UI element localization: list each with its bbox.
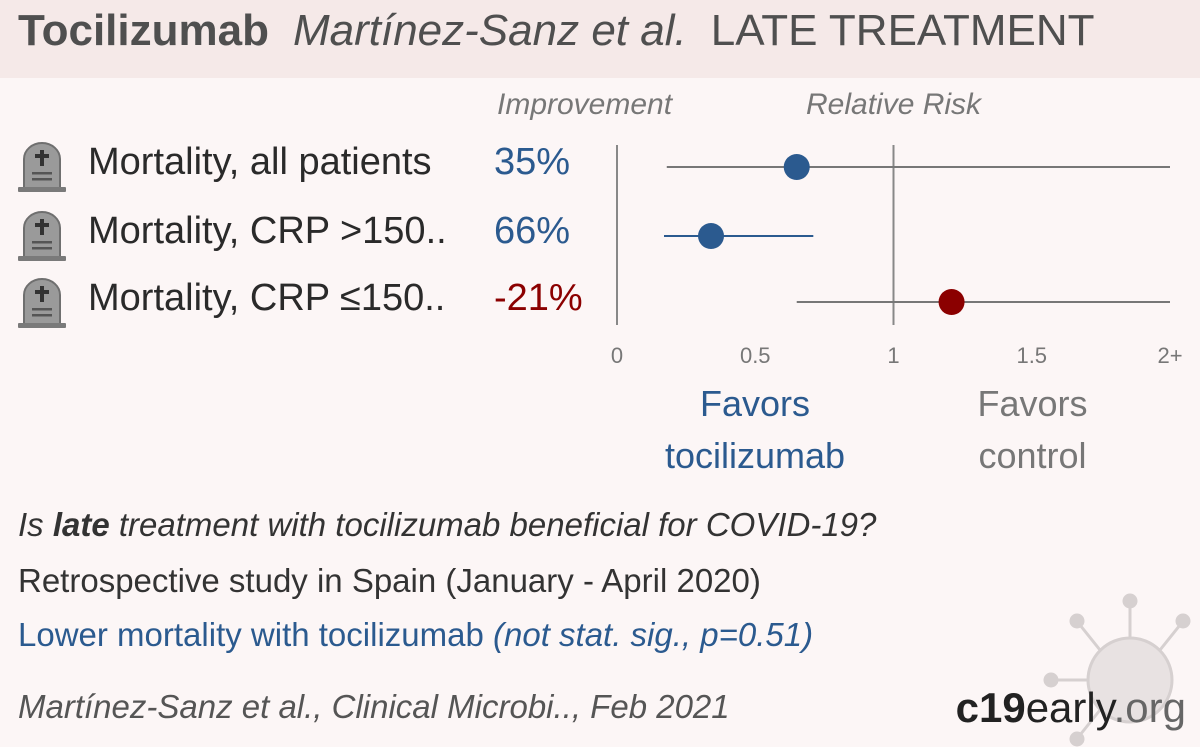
header-bar: Tocilizumab Martínez-Sanz et al. LATE TREA… [0, 0, 1200, 78]
drug-name: Tocilizumab [18, 6, 269, 55]
favors-control-label: Favors control [920, 378, 1145, 482]
brand-part-2: early [1025, 684, 1114, 731]
improvement-value: -21% [494, 277, 583, 319]
question-stage: late [52, 506, 110, 543]
forest-plot: 0 0.5 1 1.5 2+ [611, 145, 1183, 368]
relative-risk-column-header: Relative Risk [806, 88, 982, 121]
effect-estimate-point [698, 223, 725, 249]
x-tick-label: 2+ [1157, 343, 1182, 368]
favors-treatment-label: Favors tocilizumab [630, 378, 880, 482]
outcome-label: Mortality, all patients [88, 141, 432, 183]
x-tick-label: 1 [887, 343, 899, 368]
effect-estimate-point [938, 289, 965, 315]
study-authors: Martínez-Sanz et al. [292, 6, 687, 55]
virus-icon [1043, 593, 1191, 747]
study-question: Is late treatment with tocilizumab benef… [18, 506, 876, 544]
study-design: Retrospective study in Spain (January - … [18, 562, 761, 599]
x-tick-label: 0.5 [740, 343, 771, 368]
brand-logo[interactable]: c19early.org [956, 684, 1186, 732]
tombstone-icon [18, 278, 66, 328]
result-detail: (not stat. sig., p=0.51) [493, 616, 814, 653]
citation: Martínez-Sanz et al., Clinical Microbi..… [18, 688, 730, 725]
favors-treatment-line1: Favors [699, 383, 811, 424]
improvement-value: 66% [494, 210, 571, 252]
result-main: Lower mortality with tocilizumab [18, 616, 493, 653]
question-suffix: treatment with tocilizumab beneficial fo… [109, 506, 877, 543]
x-tick-label: 0 [611, 343, 623, 368]
outcome-label: Mortality, CRP >150.. [88, 210, 447, 252]
favors-control-line2: control [978, 435, 1087, 476]
study-result: Lower mortality with tocilizumab (not st… [18, 616, 813, 654]
header-title: Tocilizumab Martínez-Sanz et al. LATE TREA… [18, 6, 1095, 56]
improvement-column-header: Improvement [497, 88, 673, 121]
tombstone-icon [18, 211, 66, 261]
x-tick-label: 1.5 [1016, 343, 1047, 368]
question-prefix: Is [18, 506, 53, 543]
brand-part-3: .org [1113, 684, 1186, 731]
outcome-row: Mortality, CRP >150.. 66% [0, 206, 600, 266]
brand-part-1: c19 [955, 684, 1026, 731]
outcome-row: Mortality, CRP ≤150.. -21% [0, 273, 600, 333]
effect-estimate-point [783, 154, 810, 180]
outcome-row: Mortality, all patients 35% [0, 137, 600, 197]
favors-treatment-line2: tocilizumab [664, 435, 846, 476]
favors-control-line1: Favors [977, 383, 1088, 424]
improvement-value: 35% [494, 141, 571, 183]
treatment-stage: LATE TREATMENT [710, 6, 1095, 55]
outcome-label: Mortality, CRP ≤150.. [88, 277, 446, 319]
tombstone-icon [18, 142, 66, 192]
